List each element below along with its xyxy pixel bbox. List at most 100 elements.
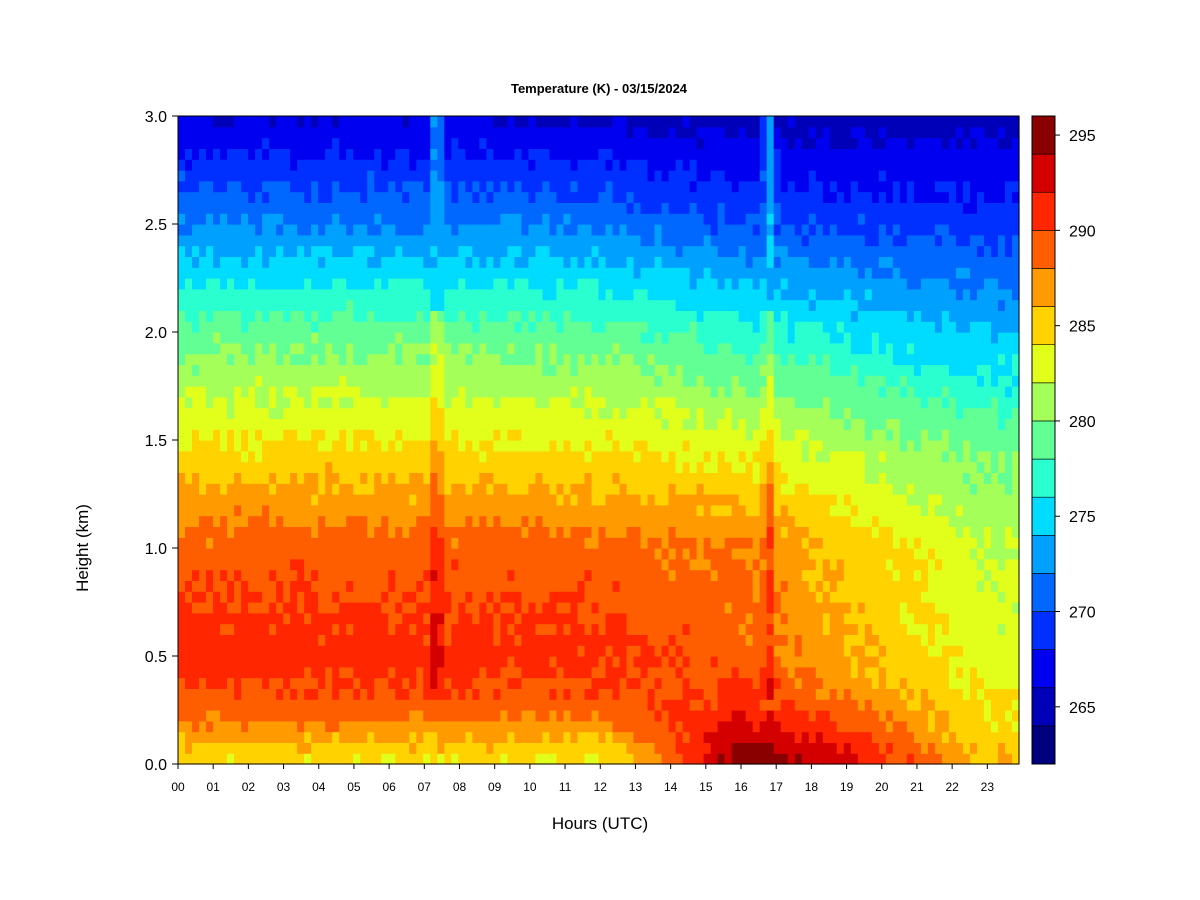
heatmap-cell [731, 429, 740, 441]
heatmap-cell [731, 332, 740, 344]
heatmap-cell [675, 526, 684, 538]
heatmap-cell [584, 418, 593, 430]
heatmap-cell [339, 342, 347, 355]
heatmap-cell [640, 278, 649, 290]
heatmap-cell [213, 483, 221, 495]
heatmap-cell [696, 342, 705, 355]
heatmap-cell [178, 483, 186, 495]
heatmap-cell [633, 386, 642, 398]
heatmap-cell [598, 677, 607, 689]
heatmap-cell [528, 440, 537, 452]
heatmap-cell [220, 591, 228, 603]
heatmap-cell [353, 580, 361, 592]
heatmap-cell [248, 537, 256, 549]
heatmap-cell [717, 245, 726, 257]
heatmap-cell [654, 483, 663, 495]
heatmap-cell [556, 504, 565, 517]
heatmap-cell [724, 126, 733, 139]
heatmap-cell [409, 720, 417, 733]
heatmap-cell [633, 504, 642, 517]
heatmap-cell [591, 126, 600, 139]
heatmap-cell [220, 558, 228, 571]
heatmap-cell [255, 364, 263, 376]
heatmap-cell [290, 245, 298, 257]
heatmap-cell [717, 278, 726, 290]
heatmap-cell [388, 278, 396, 290]
heatmap-cell [605, 202, 614, 214]
heatmap-cell [717, 288, 726, 301]
heatmap-cell [682, 137, 691, 149]
heatmap-cell [605, 321, 614, 333]
heatmap-cell [731, 677, 740, 689]
heatmap-cell [199, 580, 207, 592]
heatmap-cell [402, 137, 410, 149]
heatmap-cell [577, 753, 586, 765]
heatmap-cell [640, 504, 649, 517]
heatmap-cell [178, 396, 186, 409]
heatmap-cell [563, 245, 572, 257]
heatmap-cell [388, 494, 396, 506]
heatmap-cell [374, 720, 382, 733]
heatmap-cell [458, 558, 466, 571]
heatmap-cell [570, 666, 579, 679]
heatmap-cell [605, 720, 614, 733]
heatmap-cell [493, 645, 501, 657]
heatmap-cell [304, 634, 312, 646]
heatmap-cell [416, 224, 424, 236]
heatmap-cell [451, 299, 459, 311]
heatmap-cell [185, 418, 193, 430]
heatmap-cell [584, 159, 593, 171]
heatmap-cell [199, 256, 207, 268]
heatmap-cell [360, 472, 368, 484]
heatmap-cell [388, 504, 396, 517]
heatmap-cell [710, 580, 719, 592]
heatmap-cell [563, 288, 572, 301]
heatmap-cell [689, 191, 698, 203]
heatmap-cell [619, 224, 628, 236]
heatmap-cell [444, 299, 452, 311]
heatmap-cell [304, 656, 312, 668]
heatmap-cell [367, 234, 375, 247]
heatmap-cell [290, 170, 298, 182]
heatmap-cell [598, 148, 607, 160]
heatmap-cell [654, 720, 663, 733]
heatmap-cell [402, 234, 410, 247]
heatmap-cell [752, 137, 761, 149]
heatmap-cell [486, 267, 494, 279]
heatmap-cell [549, 126, 558, 139]
heatmap-cell [318, 418, 326, 430]
heatmap-cell [535, 591, 544, 603]
heatmap-cell [493, 688, 501, 700]
heatmap-cell [437, 580, 445, 592]
heatmap-cell [738, 623, 747, 635]
heatmap-cell [542, 580, 551, 592]
heatmap-cell [521, 753, 530, 765]
heatmap-cell [731, 191, 740, 203]
heatmap-cell [724, 202, 733, 214]
heatmap-cell [437, 461, 445, 473]
heatmap-cell [192, 364, 200, 376]
heatmap-cell [472, 591, 480, 603]
heatmap-cell [458, 623, 466, 635]
heatmap-cell [220, 440, 228, 452]
heatmap-cell [605, 375, 614, 387]
heatmap-cell [311, 634, 319, 646]
heatmap-cell [745, 612, 754, 625]
heatmap-cell [514, 731, 523, 743]
heatmap-cell [206, 386, 214, 398]
heatmap-cell [556, 407, 565, 419]
heatmap-cell [535, 645, 544, 657]
heatmap-cell [563, 278, 572, 290]
heatmap-cell [206, 126, 214, 139]
heatmap-cell [752, 288, 761, 301]
heatmap-cell [570, 321, 579, 333]
heatmap-cell [241, 332, 249, 344]
heatmap-cell [269, 278, 277, 290]
heatmap-cell [717, 494, 726, 506]
heatmap-cell [458, 116, 466, 128]
heatmap-cell [325, 483, 333, 495]
heatmap-cell [591, 580, 600, 592]
heatmap-cell [192, 353, 200, 365]
heatmap-cell [395, 634, 403, 646]
heatmap-cell [185, 191, 193, 203]
